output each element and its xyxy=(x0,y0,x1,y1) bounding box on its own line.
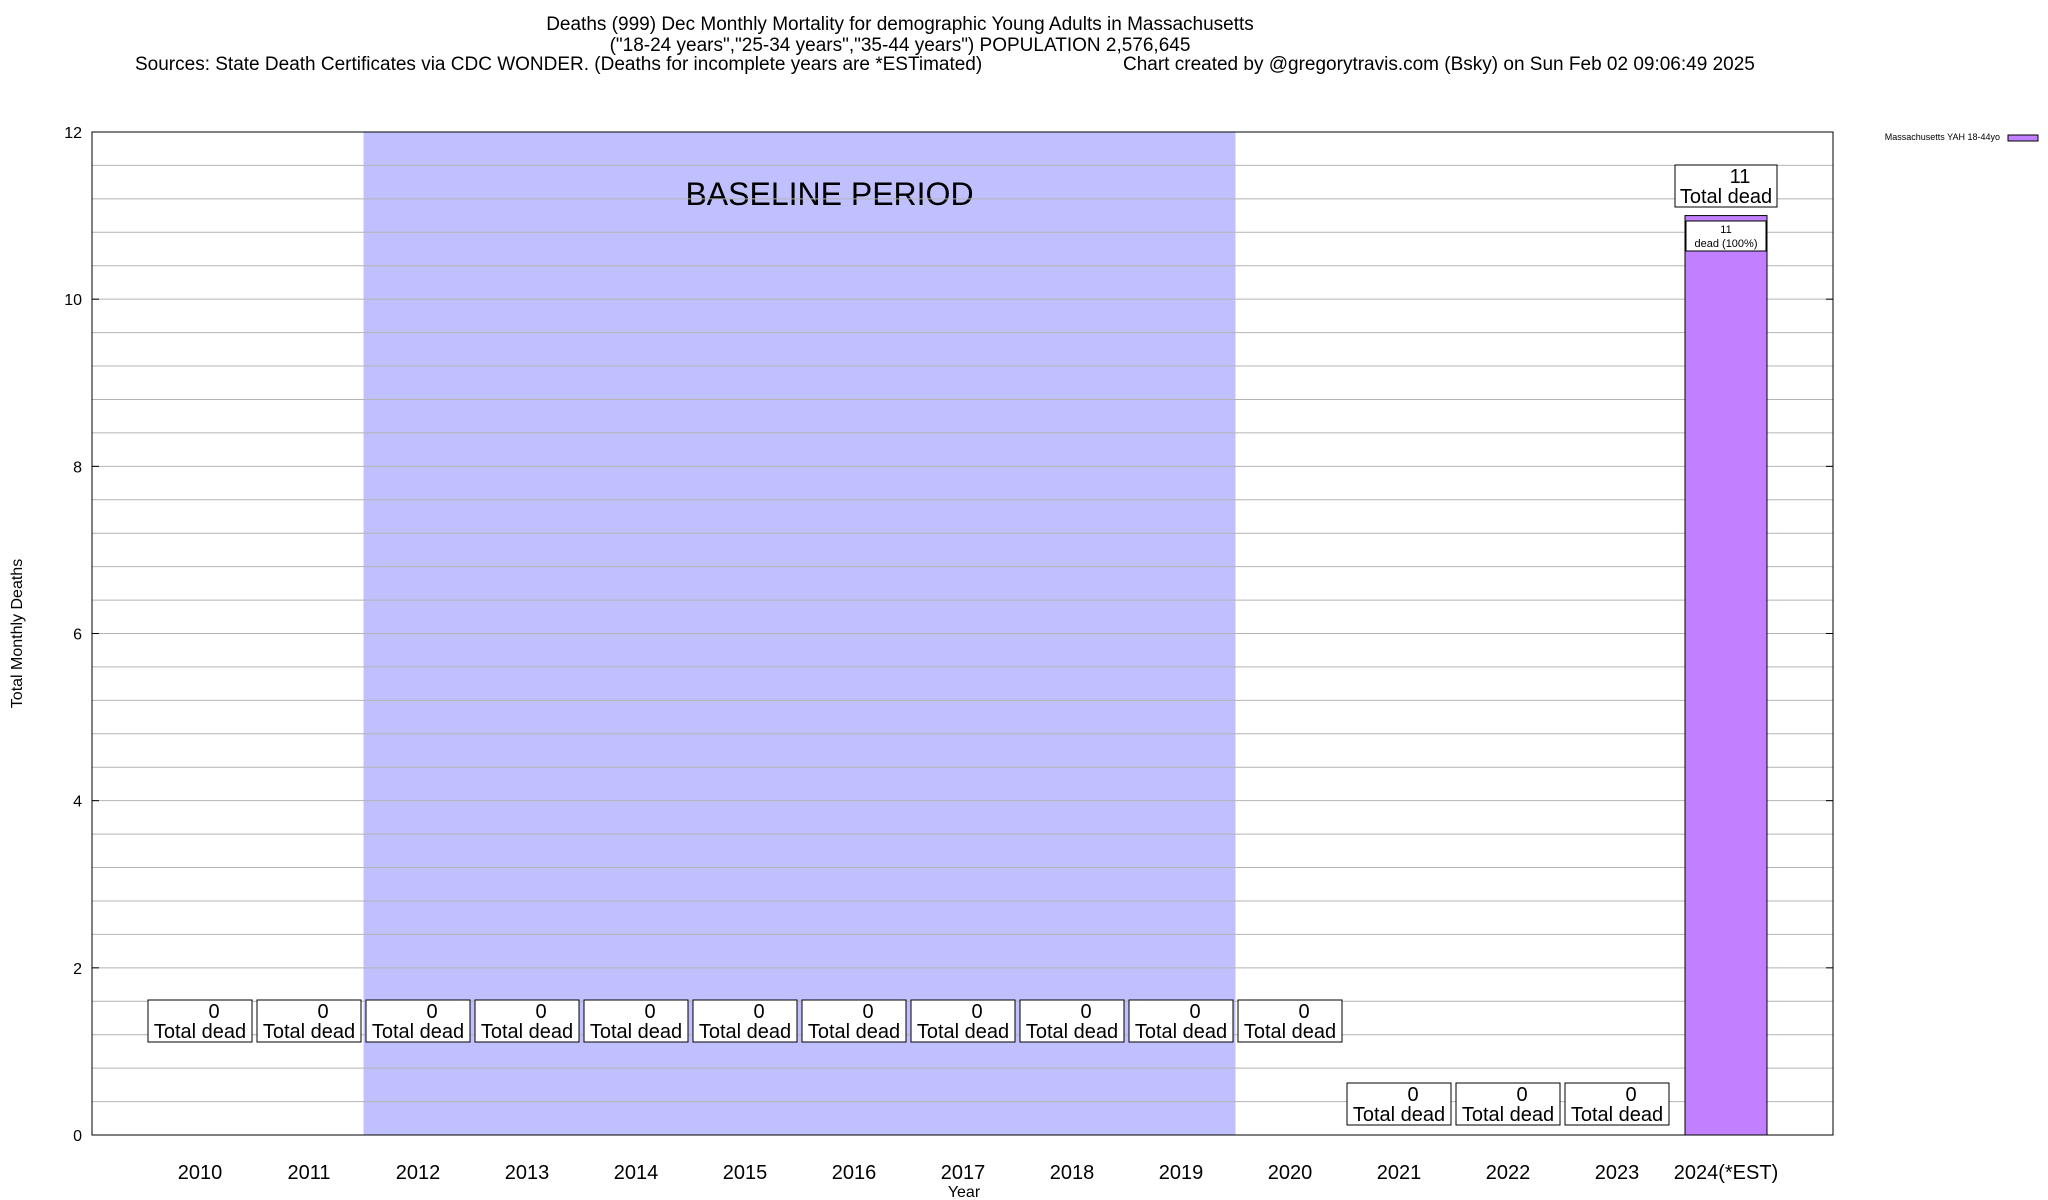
total-label-text: Total dead xyxy=(1135,1021,1227,1043)
total-label-value: 0 xyxy=(1625,1084,1636,1106)
total-label-value: 0 xyxy=(1516,1084,1527,1106)
x-tick-label: 2019 xyxy=(1159,1162,1204,1184)
bar xyxy=(1684,215,1768,1136)
x-tick-label: 2022 xyxy=(1486,1162,1531,1184)
total-label-text: Total dead xyxy=(699,1021,791,1043)
y-tick-label: 2 xyxy=(73,961,82,978)
total-label-value: 0 xyxy=(535,1001,546,1023)
total-label-text: Total dead xyxy=(1353,1104,1445,1126)
total-label-value: 0 xyxy=(1298,1001,1309,1023)
segment-label-value: 11 xyxy=(1720,224,1731,236)
chart-sources: Sources: State Death Certificates via CD… xyxy=(135,54,983,75)
y-tick-label: 4 xyxy=(73,794,82,811)
total-label-text: Total dead xyxy=(481,1021,573,1043)
total-label-box xyxy=(1455,1082,1561,1126)
legend-swatch xyxy=(2007,134,2039,142)
segment-label-box xyxy=(1685,220,1767,252)
x-tick-label: 2010 xyxy=(178,1162,223,1184)
total-label-value: 0 xyxy=(1407,1084,1418,1106)
total-label-box xyxy=(147,999,253,1043)
total-label-value: 0 xyxy=(1080,1001,1091,1023)
y-tick-label: 6 xyxy=(73,627,82,644)
x-axis-label: Year xyxy=(948,1184,981,1200)
baseline-label: BASELINE PERIOD xyxy=(685,176,973,212)
total-label-box xyxy=(256,999,362,1043)
x-tick-label: 2021 xyxy=(1377,1162,1422,1184)
chart-title-block: Deaths (999) Dec Monthly Mortality for d… xyxy=(0,14,1800,56)
total-label-box xyxy=(1237,999,1343,1043)
total-label-text: Total dead xyxy=(1462,1104,1554,1126)
total-label-value: 0 xyxy=(971,1001,982,1023)
total-label-value: 0 xyxy=(1189,1001,1200,1023)
total-label-text: Total dead xyxy=(1571,1104,1663,1126)
x-tick-label: 2023 xyxy=(1595,1162,1640,1184)
x-tick-label: 2015 xyxy=(723,1162,768,1184)
total-label-box xyxy=(474,999,580,1043)
x-tick-label: 2024(*EST) xyxy=(1674,1162,1779,1184)
y-axis-label: Total Monthly Deaths xyxy=(9,559,26,708)
total-label-value: 0 xyxy=(862,1001,873,1023)
total-label-box xyxy=(1128,999,1234,1043)
total-label-text: Total dead xyxy=(154,1021,246,1043)
total-label-box xyxy=(583,999,689,1043)
y-tick-label: 0 xyxy=(73,1128,82,1145)
total-label-value: 0 xyxy=(426,1001,437,1023)
total-label-box xyxy=(1346,1082,1452,1126)
y-tick-label: 8 xyxy=(73,459,82,476)
total-label-text: Total dead xyxy=(590,1021,682,1043)
total-label-box xyxy=(910,999,1016,1043)
chart-credit: Chart created by @gregorytravis.com (Bsk… xyxy=(1123,54,1755,75)
x-tick-label: 2017 xyxy=(941,1162,986,1184)
total-label-box xyxy=(801,999,907,1043)
total-label-box xyxy=(1564,1082,1670,1126)
total-label-text: Total dead xyxy=(917,1021,1009,1043)
x-tick-label: 2016 xyxy=(832,1162,877,1184)
total-label-text: Total dead xyxy=(263,1021,355,1043)
chart-subtitle: ("18-24 years","25-34 years","35-44 year… xyxy=(609,35,1191,56)
total-label-box xyxy=(365,999,471,1043)
segment-label-text: dead (100%) xyxy=(1695,238,1758,250)
total-label-text: Total dead xyxy=(1244,1021,1336,1043)
total-label-box xyxy=(1019,999,1125,1043)
x-tick-label: 2018 xyxy=(1050,1162,1095,1184)
legend-entry-label: Massachusetts YAH 18-44yo xyxy=(1885,132,2000,142)
total-label-box xyxy=(692,999,798,1043)
total-label-value: 0 xyxy=(753,1001,764,1023)
y-tick-label: 10 xyxy=(64,292,82,309)
total-label-value: 11 xyxy=(1730,166,1751,188)
x-tick-label: 2020 xyxy=(1268,1162,1313,1184)
y-tick-label: 12 xyxy=(64,125,82,142)
total-label-text: Total dead xyxy=(372,1021,464,1043)
total-label-value: 0 xyxy=(208,1001,219,1023)
total-label-text: Total dead xyxy=(1026,1021,1118,1043)
x-tick-label: 2012 xyxy=(396,1162,441,1184)
total-label-value: 0 xyxy=(644,1001,655,1023)
total-label-box xyxy=(1674,164,1778,208)
total-label-value: 0 xyxy=(317,1001,328,1023)
chart-title: Deaths (999) Dec Monthly Mortality for d… xyxy=(546,14,1254,35)
total-label-text: Total dead xyxy=(1680,186,1772,208)
x-tick-label: 2014 xyxy=(614,1162,659,1184)
x-tick-label: 2011 xyxy=(287,1162,330,1184)
x-tick-label: 2013 xyxy=(505,1162,550,1184)
total-label-text: Total dead xyxy=(808,1021,900,1043)
